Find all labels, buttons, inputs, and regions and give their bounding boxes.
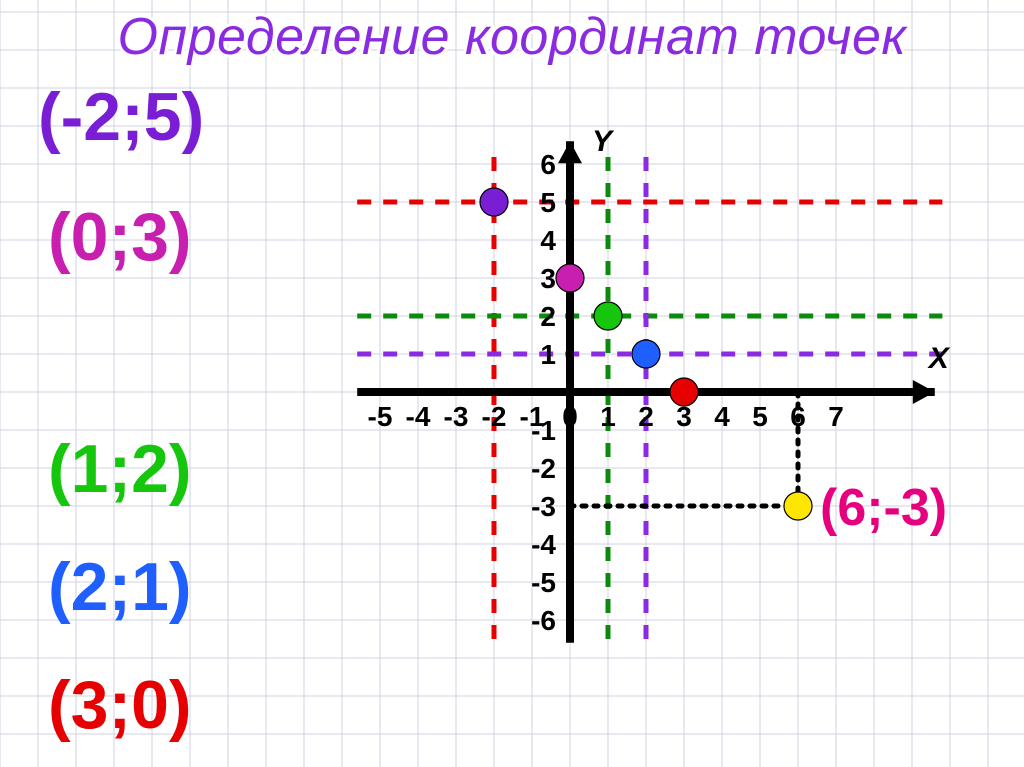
coord-label: (6;-3) (820, 478, 947, 538)
y-tick-label: 4 (540, 225, 556, 256)
y-tick-label: 2 (540, 301, 556, 332)
x-axis-arrow (913, 380, 935, 404)
svg-text:Определение координат точек: Определение координат точек (118, 8, 909, 66)
coord-label: (2;1) (48, 548, 192, 626)
data-point (556, 264, 584, 292)
y-tick-label: -1 (531, 415, 556, 446)
coord-label: (1;2) (48, 430, 192, 508)
data-point (784, 492, 812, 520)
x-tick-label: 2 (638, 401, 654, 432)
page-title: Определение координат точек (0, 2, 1024, 85)
y-axis-arrow (558, 141, 582, 163)
y-tick-label: 1 (540, 339, 556, 370)
data-point (594, 302, 622, 330)
y-tick-label: -3 (531, 491, 556, 522)
y-tick-label: -5 (531, 567, 556, 598)
data-point (480, 188, 508, 216)
y-tick-label: -2 (531, 453, 556, 484)
y-tick-label: -6 (531, 605, 556, 636)
x-tick-label: -5 (368, 401, 393, 432)
x-tick-label: -2 (482, 401, 507, 432)
y-tick-label: -4 (531, 529, 556, 560)
y-tick-label: 6 (540, 149, 556, 180)
x-tick-label: -4 (406, 401, 431, 432)
x-tick-label: 7 (828, 401, 844, 432)
slide-stage: YX -5-4-3-2-101234567-6-5-4-3-2-1123456 … (0, 0, 1024, 767)
x-tick-label: 5 (752, 401, 768, 432)
coord-label: (-2;5) (38, 78, 204, 156)
coord-label: (0;3) (48, 198, 192, 276)
x-tick-label: 0 (562, 401, 578, 432)
y-tick-label: 5 (540, 187, 556, 218)
x-tick-label: 1 (600, 401, 616, 432)
x-axis-label: X (927, 342, 951, 375)
y-tick-label: 3 (540, 263, 556, 294)
data-point (670, 378, 698, 406)
coord-label: (3;0) (48, 666, 192, 744)
x-tick-label: 4 (714, 401, 730, 432)
x-tick-label: -3 (444, 401, 469, 432)
data-point (632, 340, 660, 368)
x-tick-label: 6 (790, 401, 806, 432)
y-axis-label: Y (592, 125, 615, 158)
